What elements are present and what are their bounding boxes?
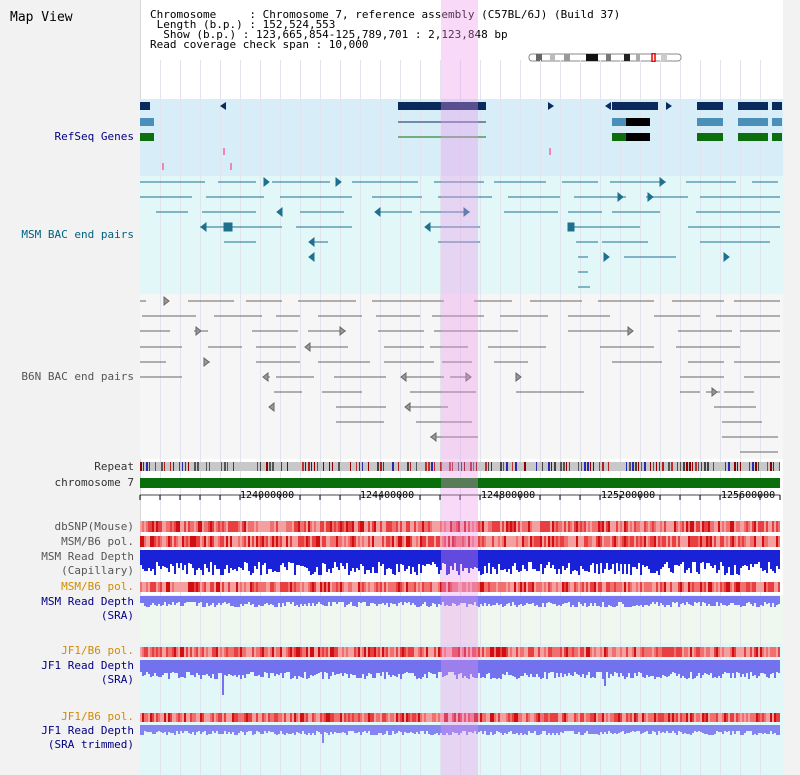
track-label-sra-trimmed: (SRA trimmed) [47,738,134,751]
track-label-b6n-bac[interactable]: B6N BAC end pairs [21,370,134,383]
coverage-span-line: Read coverage check span : 10,000 [150,38,369,51]
track-label-repeat[interactable]: Repeat [94,460,134,473]
track-label-msm-read-depth-cap[interactable]: MSM Read Depth [41,550,134,563]
length-line: Length (b.p.) : 152,524,553 [150,18,336,31]
track-label-jf1-read-depth[interactable]: JF1 Read Depth [41,659,134,672]
track-label-msm-read-depth-sra[interactable]: MSM Read Depth [41,595,134,608]
page-title: Map View [10,10,73,25]
right-margin [783,0,800,775]
axis-tick-125600000: 125600000 [721,490,776,501]
axis-tick-124000000: 124000000 [240,490,295,501]
track-label-panel [0,0,141,775]
track-label-msm-b6-pol-2[interactable]: MSM/B6 pol. [61,580,134,593]
track-label-sra-2: (SRA) [100,673,134,686]
track-label-dbsnp[interactable]: dbSNP(Mouse) [54,520,134,533]
track-label-jf1-read-depth-trimmed[interactable]: JF1 Read Depth [41,724,134,737]
refseq-track-bg [140,99,783,176]
chromosome-ideogram[interactable] [528,53,683,62]
axis-tick-124800000: 124800000 [481,490,536,501]
axis-tick-125200000: 125200000 [601,490,656,501]
axis-tick-124400000: 124400000 [360,490,415,501]
region-info: Chromosome : Chromosome 7, reference ass… [150,8,621,51]
track-label-msm-b6-pol[interactable]: MSM/B6 pol. [61,535,134,548]
selected-region-highlight[interactable] [441,0,478,775]
track-label-msm-bac[interactable]: MSM BAC end pairs [21,228,134,241]
track-label-sra-1: (SRA) [100,609,134,622]
chromosome-line: Chromosome : Chromosome 7, reference ass… [150,8,621,21]
track-label-jf1-b6-pol[interactable]: JF1/B6 pol. [61,644,134,657]
track-label-capillary: (Capillary) [61,564,134,577]
track-label-chromosome[interactable]: chromosome 7 [54,476,134,489]
show-range-line: Show (b.p.) : 123,665,854-125,789,701 : … [150,28,508,41]
track-label-jf1-b6-pol-2[interactable]: JF1/B6 pol. [61,710,134,723]
track-label-refseq[interactable]: RefSeq Genes [54,130,134,143]
